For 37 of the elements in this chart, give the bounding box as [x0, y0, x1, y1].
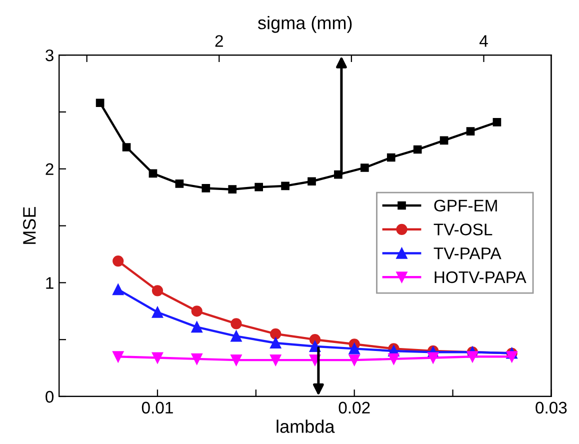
- legend-label: TV-PAPA: [434, 248, 502, 260]
- y-tick-label: 2: [46, 163, 54, 175]
- point: [152, 352, 164, 364]
- point: [466, 351, 478, 362]
- point: [388, 353, 400, 364]
- x-tick-label: 0.01: [142, 402, 173, 414]
- legend-label: HOTV-PAPA: [434, 271, 526, 284]
- point: [112, 284, 124, 296]
- point: [112, 256, 124, 267]
- legend-label: GPF-EM: [434, 200, 497, 212]
- point: [348, 354, 360, 366]
- point: [152, 306, 164, 318]
- point: [428, 352, 439, 364]
- point: [230, 330, 242, 342]
- y-axis-title: MSE: [23, 206, 36, 244]
- y-tick-label: 1: [46, 277, 54, 289]
- x2-tick-label: 2: [215, 35, 223, 47]
- y-tick-label: 3: [46, 49, 54, 62]
- point: [270, 337, 282, 349]
- point: [152, 285, 164, 296]
- point: [191, 322, 202, 333]
- point: [348, 343, 360, 354]
- x2-axis-title: sigma (mm): [258, 16, 352, 33]
- point: [506, 351, 518, 362]
- point: [230, 354, 242, 366]
- point: [230, 318, 242, 330]
- legend-label: TV-OSL: [434, 224, 492, 236]
- x-tick-label: 0.03: [536, 402, 567, 414]
- x2-tick-label: 4: [479, 35, 488, 47]
- point: [191, 353, 202, 364]
- y-tick-label: 0: [46, 390, 54, 403]
- x-tick-label: 0.02: [338, 402, 370, 414]
- point: [270, 354, 282, 366]
- x-axis-title: lambda: [276, 420, 335, 433]
- point: [270, 328, 282, 340]
- point: [191, 306, 202, 317]
- point: [112, 351, 124, 362]
